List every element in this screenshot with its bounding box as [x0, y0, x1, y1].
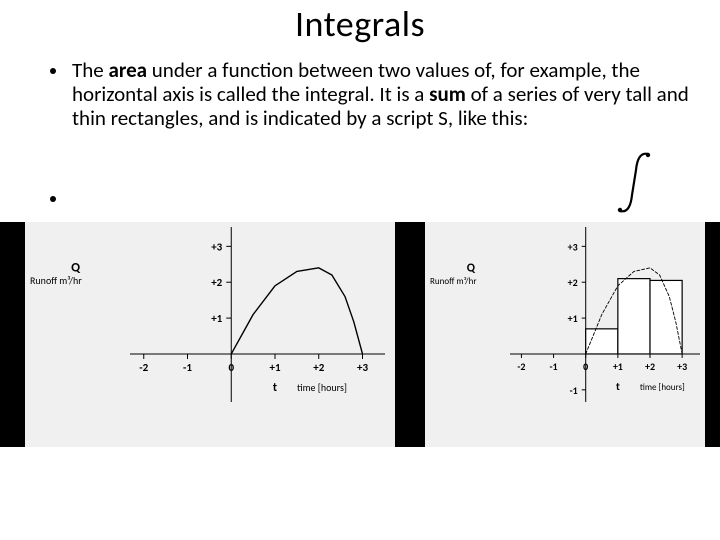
page-title: Integrals — [0, 2, 720, 46]
svg-text:-2: -2 — [517, 360, 525, 373]
slide: Integrals The area under a function betw… — [0, 0, 720, 540]
left-chart-svg: -2-10+1+2+3+1+2+3QRunoff m³/hrttime [hou… — [25, 222, 395, 447]
svg-text:+2: +2 — [568, 276, 578, 289]
left-chart: -2-10+1+2+3+1+2+3QRunoff m³/hrttime [hou… — [25, 222, 395, 447]
bullet-2 — [50, 186, 690, 202]
svg-text:+1: +1 — [269, 361, 280, 374]
svg-text:t: t — [273, 381, 277, 395]
svg-text:+1: +1 — [613, 360, 623, 373]
svg-text:+2: +2 — [645, 360, 655, 373]
bullet-text: The area under a function between two va… — [72, 58, 690, 130]
svg-text:0: 0 — [228, 361, 234, 374]
svg-text:time [hours]: time [hours] — [297, 381, 347, 394]
bullet-dot — [50, 68, 56, 74]
bullet-dot — [50, 196, 56, 202]
charts-backdrop: -2-10+1+2+3+1+2+3QRunoff m³/hrttime [hou… — [0, 222, 720, 447]
svg-text:-2: -2 — [139, 361, 148, 374]
svg-text:t: t — [616, 380, 620, 393]
svg-text:-1: -1 — [550, 360, 558, 373]
svg-text:+1: +1 — [568, 312, 578, 325]
svg-text:+3: +3 — [211, 240, 222, 253]
svg-text:Q: Q — [467, 261, 476, 275]
svg-text:Runoff m³/hr: Runoff m³/hr — [30, 274, 82, 287]
svg-text:Runoff m³/hr: Runoff m³/hr — [430, 276, 477, 287]
svg-text:+3: +3 — [568, 240, 578, 253]
bullet-1: The area under a function between two va… — [50, 58, 690, 130]
svg-text:+2: +2 — [313, 361, 324, 374]
svg-text:time [hours]: time [hours] — [640, 382, 685, 393]
right-chart: -2 -1 0 +1 +2 +3 +1 +2 +3 -1 QRunoff m³/hr t time [h… — [425, 222, 705, 447]
right-chart-svg: -2 -1 0 +1 +2 +3 +1 +2 +3 -1 QRunoff m³/hr t time [h… — [425, 222, 705, 447]
svg-text:+3: +3 — [357, 361, 368, 374]
svg-text:+3: +3 — [677, 360, 687, 373]
svg-text:0: 0 — [583, 360, 588, 373]
svg-text:+1: +1 — [211, 312, 222, 325]
integral-icon — [610, 150, 660, 215]
svg-text:+2: +2 — [211, 276, 222, 289]
svg-text:-1: -1 — [570, 384, 578, 397]
svg-text:-1: -1 — [183, 361, 192, 374]
